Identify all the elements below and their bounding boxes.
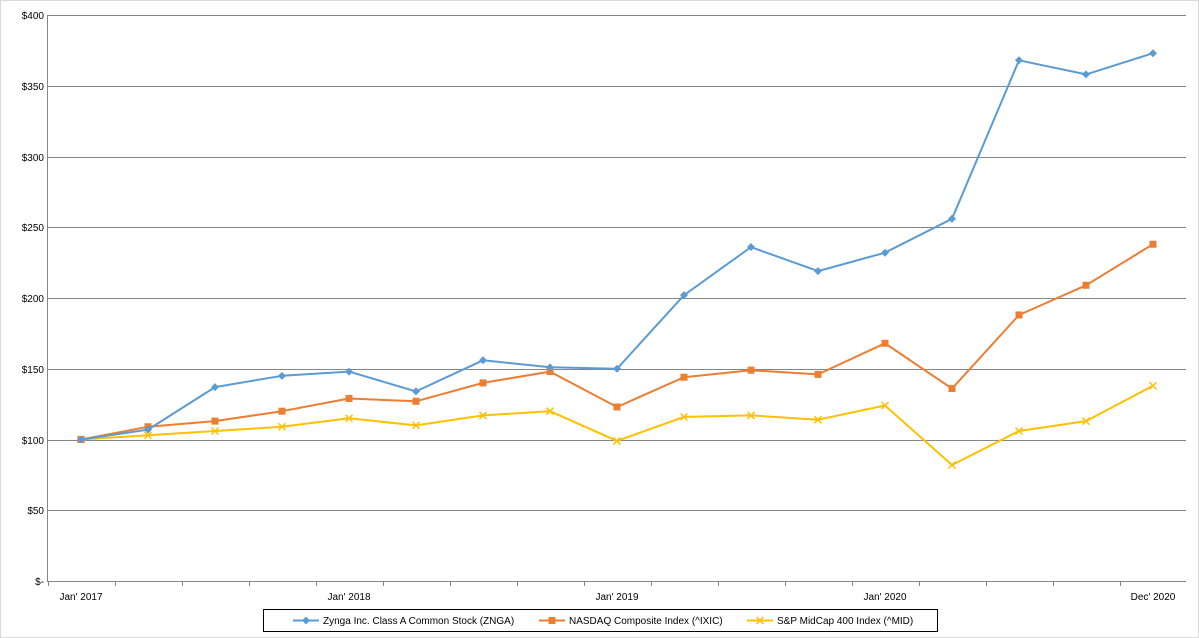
data-point-x: [679, 412, 689, 421]
y-tick-label: $100: [22, 436, 45, 447]
x-tick-label: Jan' 2017: [59, 592, 102, 603]
data-point-diamond: [814, 267, 822, 276]
data-point-diamond: [546, 363, 554, 372]
y-tick-label: $250: [22, 223, 45, 234]
data-point-x: [143, 431, 153, 440]
legend-entry: Zynga Inc. Class A Common Stock (ZNGA): [293, 616, 514, 627]
x-tick-label: Jan' 2018: [327, 592, 370, 603]
axes: $- $50 $100 $150 $200 $250 $300 $350 $400 Jan' 20…: [22, 11, 1186, 603]
data-point-square: [278, 407, 286, 415]
series-diamond: [77, 49, 1157, 444]
data-point-square: [680, 373, 688, 381]
data-point-diamond: [302, 616, 310, 625]
data-point-square: [948, 385, 956, 393]
data-point-diamond: [412, 387, 420, 396]
data-point-square: [1082, 281, 1090, 289]
data-point-x: [1148, 381, 1158, 390]
series-square: [77, 240, 1157, 443]
gridlines: [47, 15, 1186, 511]
series-x: [76, 381, 1158, 470]
data-point-square: [546, 368, 554, 376]
data-point-diamond: [211, 383, 219, 392]
data-point-x: [478, 411, 488, 420]
legend-box: [263, 609, 938, 632]
legend-entry: NASDAQ Composite Index (^IXIC): [539, 616, 723, 627]
data-point-diamond: [1149, 49, 1157, 58]
y-tick-label: $400: [22, 11, 45, 22]
data-point-x: [344, 414, 354, 423]
data-point-diamond: [613, 364, 621, 373]
y-tick-label: $200: [22, 294, 45, 305]
series-line: [80, 52, 1154, 441]
data-point-diamond: [948, 214, 956, 223]
data-point-diamond: [747, 243, 755, 252]
data-point-x: [813, 415, 823, 424]
x-tick-label: Jan' 2019: [595, 592, 638, 603]
data-point-square: [613, 403, 621, 411]
data-point-diamond: [144, 425, 152, 434]
data-point-x: [1081, 417, 1091, 426]
data-point-square: [881, 339, 889, 347]
data-point-x: [545, 407, 555, 416]
data-point-diamond: [77, 435, 85, 444]
data-point-x: [612, 436, 622, 445]
legend-label: NASDAQ Composite Index (^IXIC): [569, 616, 723, 627]
y-tick-label: $-: [35, 577, 44, 588]
data-point-diamond: [680, 291, 688, 300]
data-point-x: [1014, 426, 1024, 436]
data-point-diamond: [1082, 70, 1090, 79]
data-point-x: [411, 421, 421, 430]
legend-label: Zynga Inc. Class A Common Stock (ZNGA): [323, 616, 514, 627]
y-tick-label: $150: [22, 365, 45, 376]
data-point-diamond: [345, 367, 353, 376]
legend-label: S&P MidCap 400 Index (^MID): [777, 616, 913, 627]
data-point-diamond: [479, 356, 487, 365]
legend: Zynga Inc. Class A Common Stock (ZNGA) NA…: [263, 609, 938, 632]
data-point-square: [747, 366, 755, 374]
data-point-x: [755, 616, 765, 625]
data-point-x: [947, 460, 957, 470]
x-tick-label: Dec' 2020: [1131, 592, 1176, 603]
data-point-x: [746, 411, 756, 420]
data-point-diamond: [278, 371, 286, 380]
data-point-square: [211, 417, 219, 425]
data-point-square: [479, 379, 487, 387]
data-point-square: [1149, 240, 1157, 248]
data-point-diamond: [1015, 56, 1023, 65]
data-point-x: [880, 401, 890, 410]
data-point-square: [548, 617, 556, 624]
y-tick-label: $350: [22, 82, 45, 93]
data-point-square: [412, 397, 420, 405]
legend-entry: S&P MidCap 400 Index (^MID): [747, 616, 913, 627]
data-point-x: [210, 426, 220, 436]
x-tick-label: Jan' 2020: [863, 592, 906, 603]
series-line: [80, 384, 1154, 466]
series-lines: [76, 49, 1158, 470]
data-point-square: [345, 394, 353, 402]
data-point-square: [814, 370, 822, 378]
data-point-x: [277, 422, 287, 431]
data-point-diamond: [881, 248, 889, 257]
data-point-square: [1015, 311, 1023, 319]
y-tick-label: $50: [27, 506, 44, 517]
y-tick-label: $300: [22, 153, 45, 164]
